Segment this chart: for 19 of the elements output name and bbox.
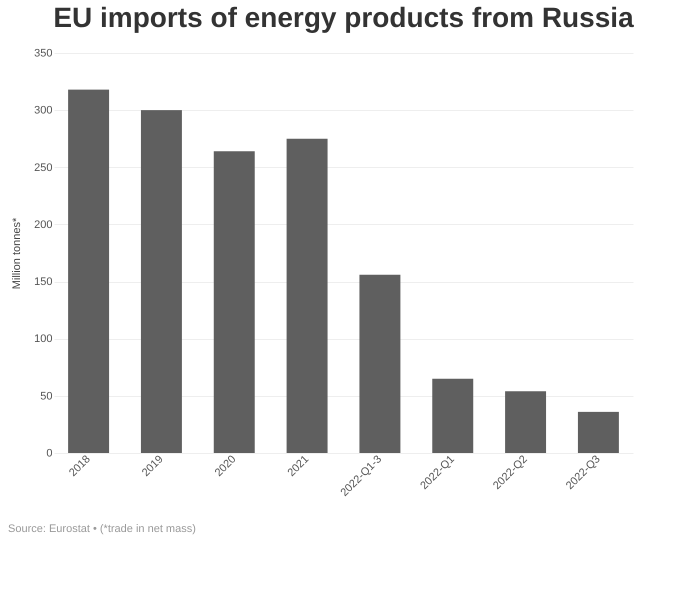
y-tick-label: 300 xyxy=(34,104,52,117)
bar xyxy=(286,138,328,453)
bar xyxy=(432,378,474,453)
y-tick-label: 0 xyxy=(46,448,52,460)
y-axis-title: Million tonnes* xyxy=(11,217,24,290)
y-tick-label: 50 xyxy=(40,390,52,402)
bar xyxy=(140,110,182,453)
bar xyxy=(578,412,619,453)
bar xyxy=(505,391,546,453)
y-tick-label: 150 xyxy=(34,276,52,288)
bar xyxy=(68,90,110,453)
source-note: Source: Eurostat • (*trade in net mass) xyxy=(8,523,197,535)
y-tick-label: 250 xyxy=(34,162,52,174)
y-tick-label: 100 xyxy=(34,333,52,346)
bar xyxy=(214,151,255,453)
y-tick-label: 200 xyxy=(34,218,52,231)
bar xyxy=(359,274,400,453)
y-tick-label: 350 xyxy=(34,48,52,60)
chart-title: EU imports of energy products from Russia xyxy=(53,2,634,33)
